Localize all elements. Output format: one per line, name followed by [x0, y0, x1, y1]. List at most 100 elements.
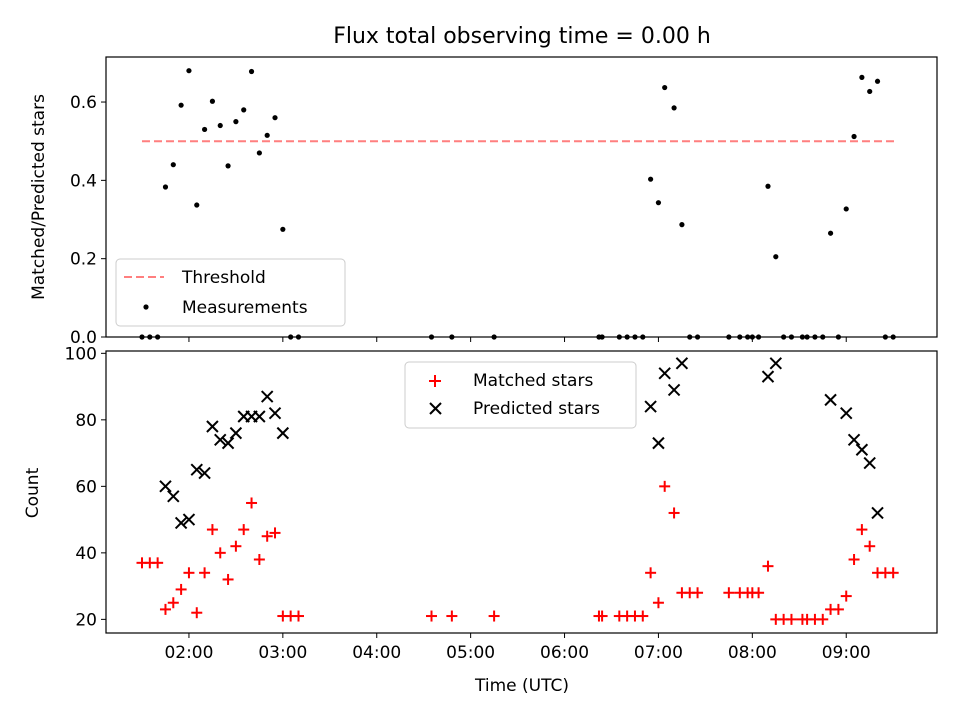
- measurement-point: [867, 88, 873, 95]
- measurement-point: [264, 132, 270, 138]
- predicted-star-point: [214, 433, 227, 446]
- measurement-point: [851, 133, 857, 140]
- predicted-star-point: [260, 390, 274, 403]
- measurement-point: [859, 74, 865, 80]
- x-tick-label: 04:00: [352, 643, 401, 663]
- bottom-y-tick-label: 40: [75, 544, 97, 564]
- matched-star-point: [222, 573, 234, 585]
- predicted-star-point: [847, 433, 861, 446]
- matched-star-point: [848, 554, 860, 566]
- measurement-point: [827, 230, 834, 236]
- top-y-axis-label: Matched/Predicted stars: [29, 94, 49, 300]
- matched-star-point: [753, 587, 765, 599]
- matched-star-point: [856, 524, 868, 536]
- measurement-point: [209, 98, 216, 104]
- bottom-legend: Matched stars Predicted stars: [404, 361, 637, 429]
- matched-star-point: [692, 587, 704, 599]
- matched-star-point: [840, 590, 852, 602]
- matched-star-point: [214, 547, 226, 559]
- top-y-tick-label: 0.0: [70, 328, 97, 348]
- measurements-legend-swatch: [143, 304, 149, 310]
- predicted-star-point: [221, 436, 235, 450]
- top-legend-box: [115, 258, 346, 327]
- predicted-legend-label: Predicted stars: [473, 399, 600, 419]
- matched-star-point: [230, 540, 242, 552]
- x-tick-label: 09:00: [822, 643, 871, 663]
- matched-legend-label: Matched stars: [473, 371, 593, 391]
- x-tick-label: 06:00: [540, 643, 589, 663]
- matched-star-point: [246, 497, 258, 509]
- matched-star-point: [269, 527, 281, 539]
- top-y-tick-label: 0.4: [70, 171, 97, 191]
- matched-star-point: [864, 540, 876, 552]
- matched-star-point: [159, 603, 171, 615]
- top-y-tick-label: 0.6: [70, 93, 97, 113]
- predicted-star-point: [276, 426, 290, 440]
- bottom-y-tick-label: 100: [65, 344, 97, 364]
- predicted-star-point: [182, 513, 196, 526]
- top-axes-frame: [105, 56, 938, 338]
- predicted-star-point: [761, 370, 775, 383]
- predicted-star-point: [268, 406, 282, 420]
- matched-star-point: [596, 610, 608, 622]
- predicted-star-point: [840, 406, 853, 420]
- matched-star-point: [175, 583, 187, 595]
- measurement-point: [178, 102, 184, 108]
- measurement-point: [217, 122, 223, 129]
- predicted-star-point: [658, 367, 671, 380]
- measurement-point: [272, 115, 278, 121]
- matched-star-point: [887, 567, 899, 579]
- x-tick-label: 08:00: [728, 643, 777, 663]
- measurement-point: [280, 226, 286, 232]
- matched-star-point: [253, 554, 265, 566]
- matched-star-point: [261, 530, 273, 542]
- matched-star-point: [292, 610, 304, 622]
- predicted-star-point: [206, 420, 219, 433]
- bottom-y-axis: 20 40 60 80 100: [65, 344, 106, 630]
- predicted-star-point: [863, 456, 876, 470]
- predicted-star-point: [824, 393, 837, 407]
- bottom-y-tick-label: 60: [75, 477, 97, 497]
- matched-star-point: [167, 597, 179, 609]
- measurement-point: [194, 202, 200, 208]
- matched-star-point: [152, 557, 164, 569]
- predicted-star-point: [190, 463, 203, 476]
- measurement-point: [162, 184, 169, 190]
- matched-star-point: [817, 613, 829, 625]
- x-tick-label: 02:00: [164, 643, 213, 663]
- x-tick-label: 07:00: [634, 643, 683, 663]
- predicted-star-point: [667, 383, 681, 397]
- top-y-tick-label: 0.2: [70, 250, 97, 270]
- measurement-point: [648, 176, 654, 182]
- bottom-y-tick-label: 80: [75, 411, 97, 431]
- predicted-star-point: [855, 443, 869, 456]
- predicted-legend-swatch: [429, 402, 442, 415]
- matched-star-point: [199, 567, 211, 579]
- measurement-point: [241, 107, 247, 113]
- measurement-point: [248, 68, 255, 75]
- top-panel: 0.0 0.2 0.4 0.6 Matched/Predicted stars Thr…: [29, 56, 938, 348]
- predicted-star-point: [229, 426, 243, 440]
- bottom-y-tick-label: 20: [75, 610, 97, 630]
- predicted-star-point: [675, 357, 689, 370]
- measurement-point: [225, 163, 231, 169]
- matched-star-point: [645, 567, 657, 579]
- matched-legend-swatch: [429, 375, 441, 387]
- predicted-star-point: [198, 466, 211, 480]
- matched-star-point: [785, 613, 797, 625]
- matched-star-point: [206, 524, 218, 536]
- matched-star-point: [723, 587, 735, 599]
- predicted-star-point: [644, 400, 657, 413]
- measurement-point: [874, 78, 881, 84]
- measurement-point: [655, 200, 662, 206]
- measurements-legend-label: Measurements: [182, 298, 308, 318]
- measurement-point: [233, 119, 239, 125]
- predicted-star-point: [167, 490, 180, 503]
- matched-star-point: [183, 567, 195, 579]
- measurement-point: [662, 84, 668, 91]
- top-y-axis: 0.0 0.2 0.4 0.6: [70, 93, 106, 348]
- bottom-marks: [136, 357, 899, 625]
- predicted-star-point: [652, 436, 665, 450]
- measurement-point: [256, 150, 262, 156]
